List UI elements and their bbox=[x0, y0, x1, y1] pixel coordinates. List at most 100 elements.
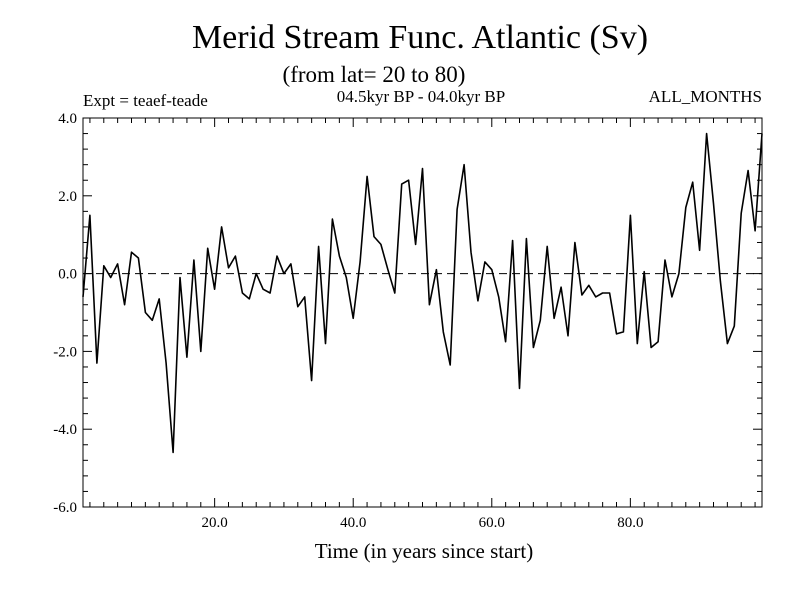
data-point bbox=[761, 133, 763, 135]
data-point bbox=[248, 298, 250, 300]
x-tick-label: 20.0 bbox=[202, 515, 228, 531]
data-point bbox=[553, 318, 555, 320]
data-point bbox=[235, 255, 237, 257]
data-point bbox=[616, 333, 618, 335]
data-point bbox=[165, 362, 167, 364]
data-point bbox=[332, 218, 334, 220]
data-point bbox=[373, 236, 375, 238]
x-tick-label: 80.0 bbox=[617, 515, 643, 531]
data-point bbox=[720, 281, 722, 283]
data-point bbox=[574, 242, 576, 244]
data-point bbox=[560, 286, 562, 288]
data-point bbox=[630, 214, 632, 216]
data-point bbox=[359, 261, 361, 263]
data-point bbox=[623, 331, 625, 333]
data-point bbox=[304, 296, 306, 298]
data-point bbox=[297, 306, 299, 308]
x-tick-label: 40.0 bbox=[340, 515, 366, 531]
data-point bbox=[754, 230, 756, 232]
data-point bbox=[103, 265, 105, 267]
data-point bbox=[491, 269, 493, 271]
data-point bbox=[747, 170, 749, 172]
y-tick-label: -2.0 bbox=[53, 344, 77, 360]
months-label: ALL_MONTHS bbox=[649, 87, 762, 106]
data-point bbox=[110, 277, 112, 279]
data-point bbox=[706, 133, 708, 135]
data-point bbox=[449, 364, 451, 366]
data-point bbox=[512, 240, 514, 242]
data-point bbox=[505, 341, 507, 343]
data-point bbox=[727, 343, 729, 345]
data-point bbox=[380, 244, 382, 246]
data-point bbox=[89, 214, 91, 216]
data-point bbox=[366, 176, 368, 178]
data-point bbox=[290, 263, 292, 265]
data-point bbox=[456, 209, 458, 211]
data-point bbox=[262, 288, 264, 290]
experiment-label: Expt = teaef-teade bbox=[83, 91, 208, 110]
data-point bbox=[186, 356, 188, 358]
data-point bbox=[595, 296, 597, 298]
data-point bbox=[533, 347, 535, 349]
data-point bbox=[255, 273, 257, 275]
data-point bbox=[96, 362, 98, 364]
data-point bbox=[713, 203, 715, 205]
data-point bbox=[415, 244, 417, 246]
data-point bbox=[526, 238, 528, 240]
data-point bbox=[318, 246, 320, 248]
y-tick-label: -4.0 bbox=[53, 422, 77, 438]
data-point bbox=[283, 273, 285, 275]
data-point bbox=[269, 292, 271, 294]
data-point bbox=[214, 288, 216, 290]
data-point bbox=[609, 292, 611, 294]
data-point bbox=[477, 300, 479, 302]
data-point bbox=[172, 452, 174, 454]
data-point bbox=[442, 331, 444, 333]
data-point bbox=[138, 257, 140, 259]
data-point bbox=[436, 269, 438, 271]
data-point bbox=[339, 255, 341, 257]
data-point bbox=[636, 343, 638, 345]
data-point bbox=[242, 292, 244, 294]
chart-title: Merid Stream Func. Atlantic (Sv) bbox=[192, 19, 648, 56]
data-point bbox=[678, 273, 680, 275]
data-point bbox=[685, 207, 687, 209]
data-point bbox=[387, 269, 389, 271]
data-point bbox=[602, 292, 604, 294]
data-point bbox=[692, 181, 694, 183]
data-point bbox=[325, 343, 327, 345]
data-point bbox=[539, 319, 541, 321]
data-point bbox=[546, 246, 548, 248]
data-point bbox=[401, 183, 403, 185]
data-point bbox=[145, 312, 147, 314]
data-point bbox=[200, 351, 202, 353]
y-tick-label: -6.0 bbox=[53, 500, 77, 516]
data-point bbox=[567, 335, 569, 337]
data-point bbox=[671, 296, 673, 298]
data-point bbox=[470, 251, 472, 253]
data-point bbox=[124, 304, 126, 306]
data-point bbox=[643, 271, 645, 273]
data-point bbox=[345, 277, 347, 279]
data-point bbox=[484, 261, 486, 263]
data-point bbox=[228, 267, 230, 269]
data-point bbox=[581, 294, 583, 296]
series-line bbox=[82, 132, 763, 454]
data-point bbox=[352, 318, 354, 320]
data-point bbox=[131, 251, 133, 253]
plot-area: 20.0 40.0 60.0 80.0 -6.0 -4.0 -2.0 0.0 2.0 4.0 bbox=[53, 111, 763, 531]
data-point bbox=[193, 259, 195, 261]
chart-subtitle: (from lat= 20 to 80) bbox=[283, 62, 466, 87]
data-point bbox=[221, 226, 223, 228]
data-point bbox=[463, 164, 465, 166]
data-point bbox=[394, 292, 396, 294]
data-point bbox=[588, 284, 590, 286]
data-point bbox=[733, 325, 735, 327]
data-point bbox=[311, 380, 313, 382]
data-point bbox=[519, 388, 521, 390]
data-point bbox=[276, 255, 278, 257]
data-point bbox=[657, 341, 659, 343]
data-point bbox=[740, 213, 742, 215]
data-point bbox=[699, 249, 701, 251]
